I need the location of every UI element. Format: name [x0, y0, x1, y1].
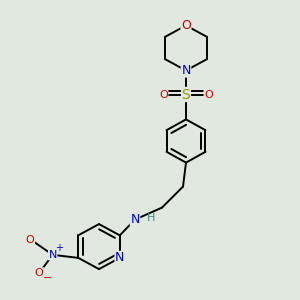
Text: O: O: [26, 235, 34, 245]
Text: N: N: [181, 64, 191, 77]
Text: N: N: [115, 251, 124, 264]
Text: O: O: [159, 89, 168, 100]
Text: N: N: [49, 250, 57, 260]
Text: O: O: [35, 268, 44, 278]
Text: O: O: [204, 89, 213, 100]
Text: +: +: [55, 243, 63, 253]
Text: O: O: [181, 19, 191, 32]
Text: H: H: [147, 213, 156, 223]
Text: −: −: [43, 273, 52, 283]
Text: S: S: [182, 88, 190, 101]
Text: N: N: [130, 213, 140, 226]
